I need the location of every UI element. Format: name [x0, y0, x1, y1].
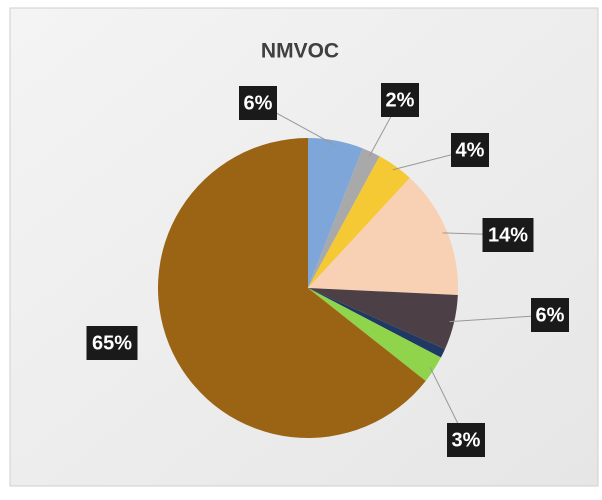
pie-slice [308, 138, 363, 288]
pie-slice [308, 288, 458, 350]
data-label: 3% [452, 429, 481, 451]
data-label: 65% [92, 332, 132, 354]
data-label-box [482, 218, 534, 252]
data-label-box [381, 83, 419, 117]
data-label-box [86, 326, 138, 360]
data-label: 6% [536, 304, 565, 326]
data-label: 4% [456, 139, 485, 161]
data-label-box [239, 86, 277, 120]
data-label: 14% [488, 224, 528, 246]
data-label-box [451, 133, 489, 167]
pie-slice [158, 138, 426, 438]
chart-title: NMVOC [261, 40, 339, 63]
data-label-box [447, 423, 485, 457]
pie-slice [308, 288, 445, 358]
pie-slice [308, 288, 441, 382]
pie-slice [308, 156, 410, 288]
pie-slice [308, 148, 380, 288]
data-label: 2% [386, 89, 415, 111]
data-label-box [531, 298, 569, 332]
pie-slice [308, 177, 459, 295]
data-label: 6% [244, 92, 273, 114]
